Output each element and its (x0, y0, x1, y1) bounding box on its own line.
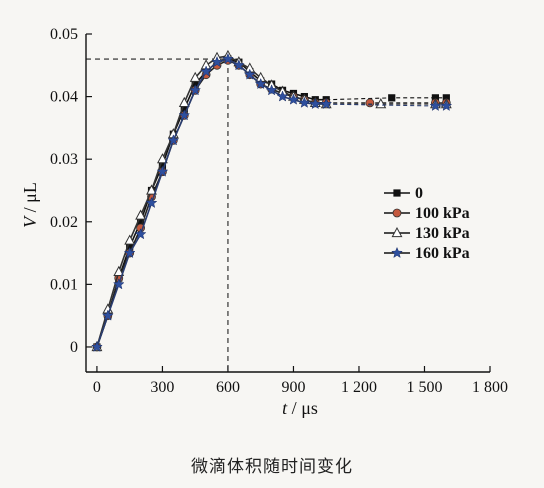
y-axis-label-separator: / (20, 203, 40, 217)
legend-item: 0 (384, 185, 423, 202)
legend-marker (391, 226, 403, 238)
data-point (320, 97, 333, 110)
data-point (180, 105, 188, 113)
data-point (287, 93, 300, 105)
data-point (158, 161, 167, 170)
data-point (429, 99, 442, 111)
x-axis-label-variable: t (282, 398, 288, 418)
data-point (91, 340, 103, 352)
x-tick-label: 1 800 (472, 379, 508, 396)
data-point (200, 65, 212, 77)
y-tick-label: 0.04 (50, 89, 78, 106)
data-point (243, 68, 256, 80)
x-tick-label: 1 200 (341, 379, 377, 396)
data-point (124, 234, 136, 245)
data-point (309, 97, 322, 110)
data-point (135, 209, 147, 220)
data-point (156, 153, 168, 164)
legend-marker (391, 246, 403, 258)
data-point (123, 246, 136, 259)
data-point (440, 99, 453, 111)
data-point (167, 134, 180, 146)
data-point (112, 278, 125, 290)
data-point (189, 84, 202, 96)
axes: 0 0.01 0.02 0.03 0.04 0.05 0 300 600 900 1 200 1 50… (50, 26, 508, 396)
data-point (232, 59, 245, 71)
series-star (91, 52, 453, 352)
data-point (388, 94, 396, 102)
x-tick-label: 1 500 (406, 379, 442, 396)
figure-caption: 微滴体积随时间变化 (191, 457, 353, 477)
data-point (113, 265, 125, 276)
data-point (265, 84, 278, 96)
x-axis-label: t / μs (282, 398, 318, 418)
x-tick-label: 900 (281, 379, 305, 396)
series-group (91, 49, 453, 352)
legend-marker (393, 189, 401, 197)
data-point (156, 165, 169, 177)
legend-item: 130 kPa (384, 225, 470, 242)
legend-label: 130 kPa (415, 225, 470, 242)
legend-label: 100 kPa (415, 205, 470, 222)
reference-lines (86, 58, 229, 372)
data-point (375, 98, 387, 109)
data-point (222, 52, 234, 65)
y-axis-label-variable: V (20, 215, 40, 228)
data-point (101, 309, 114, 321)
y-tick-label: 0.01 (50, 276, 78, 293)
data-point (276, 90, 289, 102)
series-line (96, 55, 327, 348)
series-triangle (91, 49, 452, 352)
data-point (146, 184, 157, 195)
data-point (189, 71, 201, 82)
series-line (96, 59, 327, 348)
x-tick-label: 600 (216, 379, 240, 396)
data-point (298, 96, 311, 108)
y-axis-label-unit: μL (20, 182, 40, 203)
x-axis-label-unit: μs (301, 398, 318, 418)
legend-marker (392, 208, 402, 218)
data-point (145, 196, 158, 208)
y-tick-label: 0.02 (50, 214, 78, 231)
data-point (254, 77, 267, 90)
y-axis-label: V / μL (20, 182, 40, 228)
y-tick-label: 0 (70, 339, 78, 356)
x-axis-label-separator: / (287, 398, 301, 418)
legend-item: 160 kPa (384, 245, 470, 262)
data-point (191, 80, 199, 88)
data-point (178, 96, 190, 107)
data-point (431, 94, 440, 102)
x-tick-label: 300 (150, 379, 174, 396)
data-point (126, 243, 134, 251)
data-point (136, 218, 145, 226)
y-tick-label: 0.05 (50, 26, 78, 43)
data-point (211, 55, 223, 68)
data-point (365, 98, 375, 108)
legend-label: 160 kPa (415, 245, 470, 262)
data-point (178, 109, 191, 121)
legend-label: 0 (415, 185, 423, 202)
data-point (442, 94, 450, 102)
x-tick-label: 0 (93, 379, 101, 396)
data-point (134, 228, 147, 240)
series-line (96, 58, 327, 348)
series-line-dashed (326, 103, 447, 107)
series-line-dashed (326, 97, 447, 101)
legend: 0 100 kPa 130 kPa 160 kPa (384, 185, 470, 262)
legend-item: 100 kPa (384, 205, 470, 222)
y-tick-label: 0.03 (50, 151, 78, 168)
